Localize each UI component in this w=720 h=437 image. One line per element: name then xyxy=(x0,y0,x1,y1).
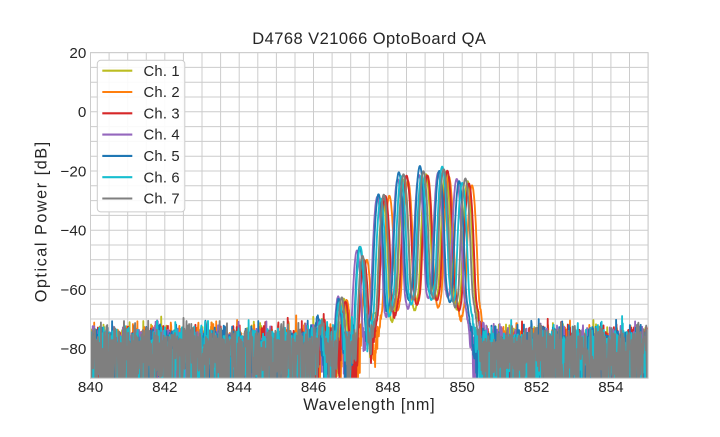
svg-text:848: 848 xyxy=(375,379,400,396)
svg-text:Ch. 4: Ch. 4 xyxy=(144,128,180,144)
svg-text:−40: −40 xyxy=(61,223,87,240)
svg-text:842: 842 xyxy=(152,379,177,396)
svg-text:Ch. 3: Ch. 3 xyxy=(144,106,180,122)
svg-text:Wavelength [nm]: Wavelength [nm] xyxy=(303,396,435,414)
svg-text:846: 846 xyxy=(301,379,326,396)
svg-text:−80: −80 xyxy=(61,341,87,358)
svg-text:Ch. 1: Ch. 1 xyxy=(144,64,180,80)
svg-text:844: 844 xyxy=(227,379,252,396)
svg-text:Optical Power [dB]: Optical Power [dB] xyxy=(33,140,51,302)
svg-text:−20: −20 xyxy=(61,163,87,180)
svg-text:840: 840 xyxy=(78,379,103,396)
svg-text:Ch. 7: Ch. 7 xyxy=(144,192,180,208)
svg-text:0: 0 xyxy=(78,104,86,121)
svg-text:D4768 V21066 OptoBoard QA: D4768 V21066 OptoBoard QA xyxy=(252,30,486,48)
svg-text:Ch. 5: Ch. 5 xyxy=(144,149,180,165)
svg-text:854: 854 xyxy=(598,379,623,396)
svg-text:850: 850 xyxy=(450,379,475,396)
svg-text:−60: −60 xyxy=(61,282,87,299)
svg-text:852: 852 xyxy=(524,379,549,396)
svg-text:Ch. 6: Ch. 6 xyxy=(144,170,180,186)
svg-text:20: 20 xyxy=(69,45,86,62)
svg-text:Ch. 2: Ch. 2 xyxy=(144,85,180,101)
